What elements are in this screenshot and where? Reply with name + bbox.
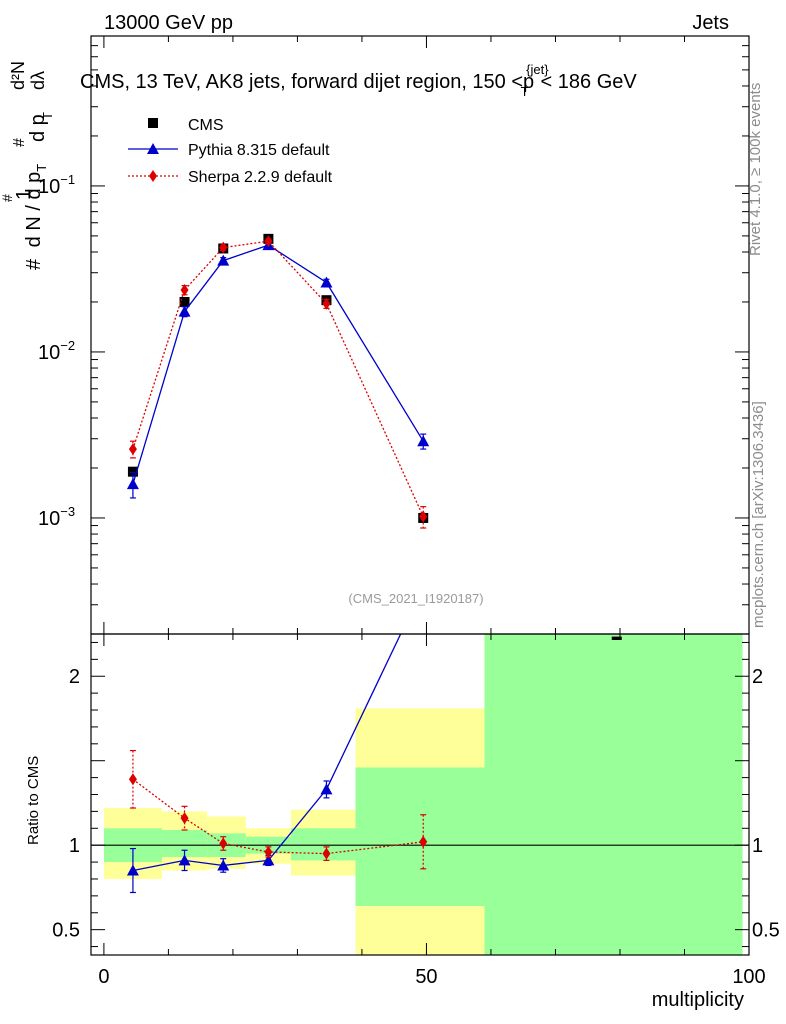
main-plot-area (126, 233, 622, 640)
main-point (179, 296, 190, 307)
ratio-point (128, 773, 137, 786)
ratio-y-tick-label-left: 2 (69, 666, 80, 688)
svg-text:T: T (40, 112, 55, 120)
ratio-point (262, 854, 275, 866)
x-tick-label: 50 (415, 966, 437, 988)
main-series-line (132, 244, 424, 485)
main-y-tick-label: 10−3 (38, 504, 75, 530)
main-y-tick-label: 10−1 (38, 172, 75, 198)
main-point (611, 636, 622, 640)
ratio-plot-area (91, 634, 749, 955)
svg-text:dλ: dλ (28, 71, 48, 90)
main-point (126, 478, 139, 490)
ratio-band-green (290, 828, 356, 861)
ratio-point (178, 854, 191, 866)
ratio-y-tick-label-right: 1 (752, 835, 763, 857)
main-point (128, 443, 137, 456)
svg-text:d²N: d²N (8, 61, 28, 90)
ratio-series-line (132, 778, 424, 855)
svg-text:1: 1 (13, 189, 35, 200)
header-right: Jets (692, 12, 729, 34)
main-point (180, 284, 189, 297)
ratio-y-label: Ratio to CMS (25, 756, 42, 845)
main-point (419, 510, 428, 523)
x-tick-label: 100 (732, 966, 765, 988)
mcplots-label: mcplots.cern.ch [arXiv:1306.3436] (750, 401, 767, 628)
main-y-label: # d N / d pT 1 # # d p T d²N dλ (0, 61, 55, 270)
ratio-y-tick-label-left: 1 (69, 835, 80, 857)
ratio-point (264, 845, 273, 858)
svg-text:# d N / d pT: # d N / d pT (23, 164, 49, 270)
ratio-point (217, 859, 230, 871)
main-title: CMS, 13 TeV, AK8 jets, forward dijet reg… (80, 62, 637, 99)
ratio-series-line (132, 634, 402, 872)
x-axis-label: multiplicity (652, 989, 744, 1011)
legend-sherpa-marker (149, 170, 157, 182)
x-tick-label: 0 (98, 966, 109, 988)
legend: CMS Pythia 8.315 default Sherpa 2.2.9 de… (128, 117, 333, 186)
ratio-point (320, 783, 333, 795)
chart-layer: 0 50 100 10−1 10−2 10−3 0.5 0.5 1 1 2 2 (38, 35, 780, 988)
main-point (178, 305, 191, 317)
svg-text:d p: d p (27, 114, 49, 142)
main-point (264, 235, 273, 248)
legend-sherpa-label: Sherpa 2.2.9 default (188, 169, 333, 186)
svg-text:#: # (11, 138, 28, 147)
ratio-y-tick-label-left: 0.5 (52, 920, 80, 942)
ratio-point (219, 837, 228, 850)
ratio-band-green (355, 767, 485, 907)
rivet-label: Rivet 4.1.0, ≥ 100k events (747, 83, 764, 256)
legend-pythia-label: Pythia 8.315 default (188, 142, 330, 159)
ratio-point (180, 812, 189, 825)
header-left: 13000 GeV pp (104, 12, 233, 34)
legend-pythia-marker (147, 143, 159, 154)
main-point (322, 297, 331, 310)
legend-cms-marker (148, 118, 158, 128)
ratio-y-tick-label-right: 0.5 (752, 920, 780, 942)
ratio-point (419, 835, 428, 848)
legend-cms-label: CMS (188, 117, 224, 134)
analysis-watermark: (CMS_2021_I1920187) (348, 591, 483, 606)
ratio-y-tick-label-right: 2 (752, 666, 763, 688)
main-point (320, 276, 333, 288)
main-point (217, 254, 230, 266)
ratio-point (126, 864, 139, 876)
main-y-tick-label: 10−2 (38, 338, 75, 364)
main-point (219, 241, 228, 254)
svg-text:#: # (0, 194, 15, 202)
main-point (417, 435, 430, 447)
ratio-point (322, 847, 331, 860)
main-point (127, 466, 138, 477)
ratio-band-green (484, 634, 743, 955)
main-series-line (132, 240, 424, 517)
